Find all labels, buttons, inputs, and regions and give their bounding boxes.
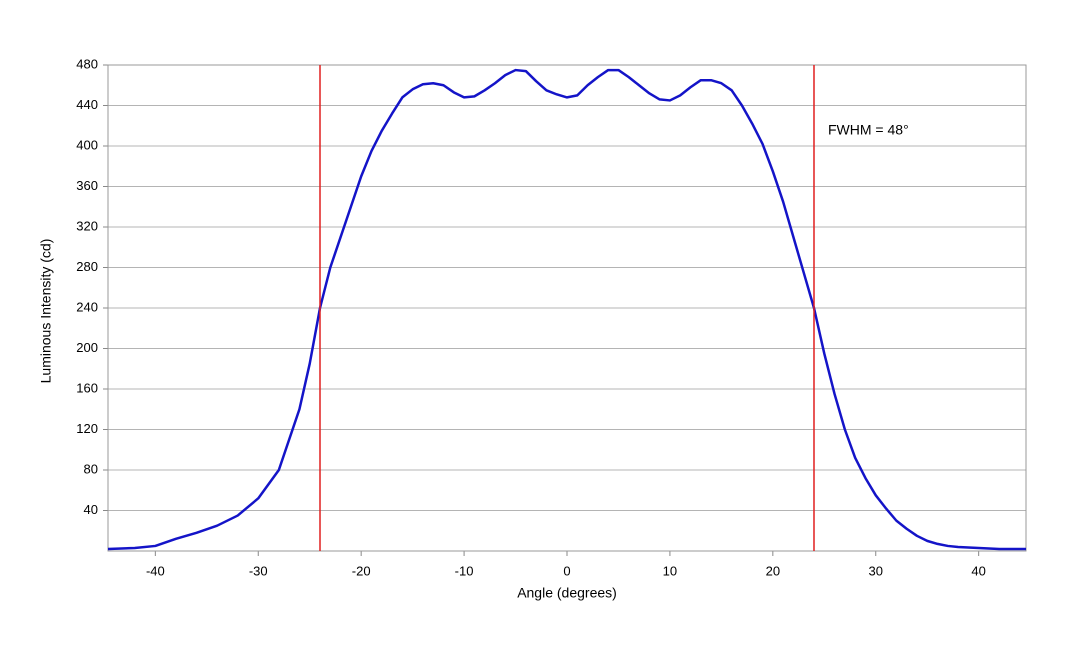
y-tick-label: 40 — [84, 502, 98, 517]
y-tick-label: 480 — [76, 56, 98, 71]
y-tick-label: 80 — [84, 461, 98, 476]
y-tick-label: 440 — [76, 97, 98, 112]
y-tick-label: 320 — [76, 218, 98, 233]
x-tick-label: 40 — [971, 563, 985, 578]
x-tick-label: -20 — [352, 563, 371, 578]
y-tick-label: 200 — [76, 340, 98, 355]
x-tick-label: -10 — [455, 563, 474, 578]
y-tick-label: 240 — [76, 299, 98, 314]
y-tick-label: 120 — [76, 421, 98, 436]
x-tick-label: -30 — [249, 563, 268, 578]
y-tick-label: 160 — [76, 380, 98, 395]
x-axis-label: Angle (degrees) — [517, 585, 617, 601]
y-axis-label: Luminous Intensity (cd) — [38, 239, 54, 384]
annotation: FWHM = 48° — [828, 122, 909, 138]
x-tick-label: 20 — [766, 563, 780, 578]
x-tick-label: 10 — [663, 563, 677, 578]
x-tick-label: 0 — [563, 563, 570, 578]
y-tick-label: 280 — [76, 259, 98, 274]
x-tick-label: -40 — [146, 563, 165, 578]
data-line — [107, 68, 1026, 551]
plot-border — [107, 64, 1027, 552]
y-tick-label: 400 — [76, 137, 98, 152]
y-tick-label: 360 — [76, 178, 98, 193]
x-tick-label: 30 — [869, 563, 883, 578]
